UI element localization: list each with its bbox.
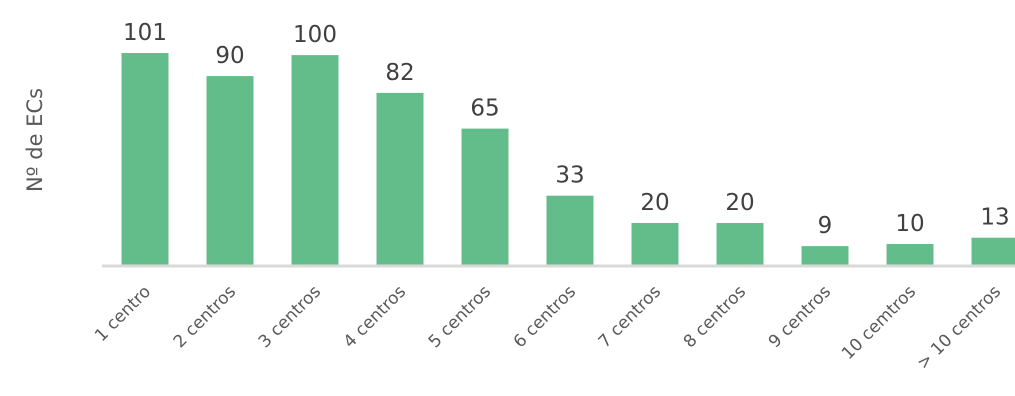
bar-7 xyxy=(632,223,679,265)
bar-6 xyxy=(547,196,594,265)
bar-10 xyxy=(887,244,934,265)
x-tick-label-7: 7 centros xyxy=(595,282,665,352)
bar-3 xyxy=(292,55,339,265)
bar-4 xyxy=(377,93,424,265)
data-label-10: 10 xyxy=(895,211,924,237)
data-label-2: 90 xyxy=(215,43,244,69)
bar-2 xyxy=(207,76,254,265)
x-tick-label-9: 9 centros xyxy=(765,282,835,352)
x-tick-label-1: 1 centro xyxy=(91,282,155,346)
data-label-6: 33 xyxy=(555,163,584,189)
data-label-3: 100 xyxy=(293,22,337,48)
bars-layer xyxy=(122,53,1015,265)
data-label-1: 101 xyxy=(123,20,167,46)
bar-8 xyxy=(717,223,764,265)
bar-5 xyxy=(462,129,509,265)
x-tick-label-6: 6 centros xyxy=(510,282,580,352)
x-tick-label-2: 2 centros xyxy=(170,282,240,352)
x-tick-label-8: 8 centros xyxy=(680,282,750,352)
data-label-9: 9 xyxy=(818,213,833,239)
x-tick-label-10: 10 cemtros xyxy=(838,282,920,364)
x-tick-label-4: 4 centros xyxy=(340,282,410,352)
data-label-5: 65 xyxy=(470,96,499,122)
x-tick-label-5: 5 centros xyxy=(425,282,495,352)
x-tick-label-3: 3 centros xyxy=(255,282,325,352)
x-tick-label-11: > 10 centros xyxy=(913,282,1005,374)
data-label-8: 20 xyxy=(725,190,754,216)
bar-1 xyxy=(122,53,169,265)
data-label-11: 13 xyxy=(980,205,1009,231)
data-label-7: 20 xyxy=(640,190,669,216)
y-axis-title: Nº de ECs xyxy=(23,88,47,192)
bar-11 xyxy=(972,238,1015,265)
data-label-4: 82 xyxy=(385,60,414,86)
bar-9 xyxy=(802,246,849,265)
